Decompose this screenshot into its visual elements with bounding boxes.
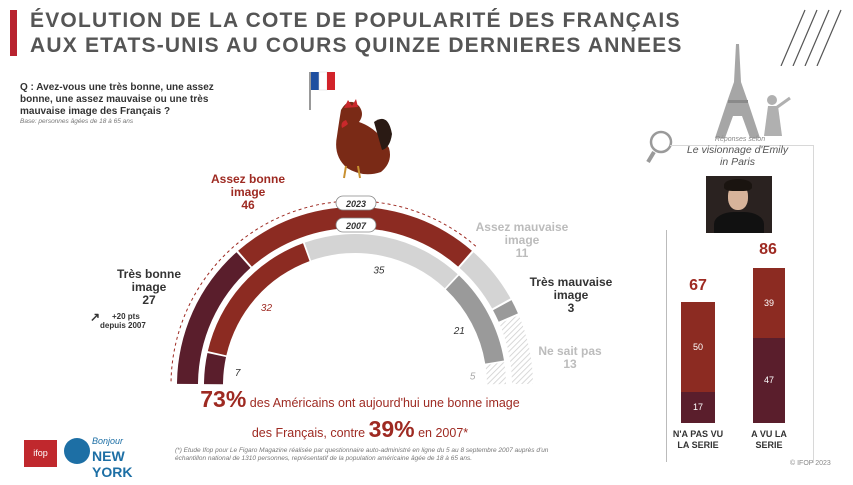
label-tres-mauvaise: Très mauvaise image 3 — [518, 276, 624, 315]
gauge-inner-label-5: 5 — [470, 372, 476, 383]
year-label-2023: 2023 — [345, 199, 366, 209]
gauge-inner-label-2: 32 — [261, 303, 273, 314]
trend-since: depuis 2007 — [100, 321, 146, 330]
bar-total-not-seen: 67 — [689, 277, 707, 294]
label-assez-bonne: Assez bonne image 46 — [200, 173, 296, 212]
panel-divider — [666, 230, 667, 462]
label-ne-sait-pas: Ne sait pas 13 — [530, 345, 610, 371]
label-assez-mauvaise-name: Assez mauvaise image — [475, 220, 569, 247]
label-assez-mauvaise-value: 11 — [515, 246, 529, 260]
label-assez-mauvaise: Assez mauvaise image 11 — [474, 221, 570, 260]
title-line-2: AUX ETATS-UNIS AU COURS QUINZE DERNIERES… — [30, 34, 683, 57]
label-assez-bonne-name: Assez bonne image — [210, 172, 285, 199]
headline-text-2: des Français, contre — [251, 426, 369, 440]
gauge-inner-label-4: 21 — [453, 326, 465, 337]
bar-seen: 39 47 — [753, 268, 785, 423]
label-tres-mauvaise-name: Très mauvaise image — [529, 275, 613, 302]
title-accent-bar — [10, 10, 17, 56]
headline-text-3: en 2007* — [414, 426, 469, 440]
gauge-2007-segment-4 — [445, 275, 504, 364]
decorative-stripes — [780, 9, 842, 66]
bar-not-seen-tres-bonne-value: 17 — [692, 402, 703, 413]
headline-pct-2023: 73% — [200, 386, 247, 412]
ifop-logo: ifop — [24, 440, 57, 467]
label-ne-sait-pas-name: Ne sait pas — [538, 344, 602, 358]
french-flag-icon — [309, 71, 335, 110]
gauge-2023-segment-5 — [499, 315, 533, 385]
bar-category-seen: A VU LA SERIE — [751, 429, 787, 450]
label-tres-mauvaise-value: 3 — [567, 301, 575, 315]
bar-not-seen: 50 17 — [681, 302, 715, 423]
trend-value: +20 pts — [112, 312, 140, 321]
gauge-ring-2007 — [204, 234, 506, 385]
label-tres-bonne-value: 27 — [142, 293, 156, 307]
gauge-ring-2023 — [177, 206, 533, 385]
copyright: © IFOP 2023 — [790, 460, 831, 467]
bar-seen-tres-bonne: 47 — [753, 338, 785, 423]
year-label-2007: 2007 — [345, 221, 367, 231]
magnifier-icon — [646, 130, 673, 164]
gauge-2023-segment-2 — [238, 206, 472, 267]
gauge-2007-segment-3 — [304, 234, 458, 289]
actor-portrait — [706, 176, 772, 233]
headline-pct-2007: 39% — [368, 416, 415, 442]
headline: 73% des Américains ont aujourd'hui une b… — [150, 386, 570, 446]
year-badge-2007: 2007 — [335, 217, 377, 233]
gauge-2007-segment-5 — [485, 362, 506, 385]
headline-text-1: des Américains ont aujourd'hui une bonne… — [246, 396, 520, 410]
bar-seen-assez-bonne-value: 39 — [763, 298, 774, 309]
eiffel-tower-illustration — [715, 44, 791, 138]
gauge-2023-segment-4 — [493, 300, 518, 322]
logo-new-york-text: NEW YORK — [92, 448, 133, 480]
logo-bonjour-text: Bonjour — [92, 436, 124, 446]
trend-annotation: ↗ +20 pts depuis 2007 — [90, 310, 146, 330]
footnote: (*) Etude Ifop pour Le Figaro Magazine r… — [175, 447, 549, 462]
bar-not-seen-assez-bonne: 50 — [681, 302, 715, 393]
bar-seen-assez-bonne: 39 — [753, 268, 785, 339]
bar-category-not-seen: N'A PAS VU LA SERIE — [672, 429, 724, 450]
bar-not-seen-tres-bonne: 17 — [681, 392, 715, 423]
survey-base: Base: personnes âgées de 18 à 65 ans — [20, 118, 134, 125]
trend-up-icon: ↗ — [90, 310, 101, 324]
gauge-inner-label-1: 7 — [235, 368, 241, 379]
gauge-2023-segment-1 — [177, 252, 251, 385]
title-line-1: ÉVOLUTION DE LA COTE DE POPULARITÉ DES F… — [30, 9, 681, 32]
survey-question: Q : Avez-vous une très bonne, une assez … — [20, 82, 214, 117]
bonjour-new-york-logo: Bonjour NEW YORK — [64, 436, 156, 480]
statue-of-liberty-icon — [64, 438, 90, 464]
label-tres-bonne: Très bonne image 27 — [110, 268, 188, 307]
gauge-2007-segment-2 — [207, 243, 310, 356]
label-tres-bonne-name: Très bonne image — [116, 267, 181, 294]
label-ne-sait-pas-value: 13 — [563, 357, 577, 371]
rooster-illustration — [309, 71, 392, 179]
year-badge-2023: 2023 — [335, 195, 377, 211]
panel-title: Le visionnage d'Emily in Paris — [686, 144, 789, 168]
series-panel — [670, 145, 814, 463]
bar-total-seen: 86 — [759, 241, 777, 258]
bar-seen-tres-bonne-value: 47 — [763, 375, 774, 386]
gauge-2023-segment-3 — [459, 252, 511, 309]
gauge-2007-segment-1 — [204, 352, 227, 385]
page-title: ÉVOLUTION DE LA COTE DE POPULARITÉ DES F… — [30, 8, 730, 58]
gauge-inner-labels: 7 32 35 21 5 — [235, 265, 476, 382]
gauge-dashed-guide — [170, 200, 478, 382]
label-assez-bonne-value: 46 — [241, 198, 255, 212]
bar-not-seen-assez-bonne-value: 50 — [692, 342, 703, 353]
panel-subtitle: Réponses selon — [714, 136, 766, 143]
gauge-inner-label-3: 35 — [373, 265, 385, 276]
